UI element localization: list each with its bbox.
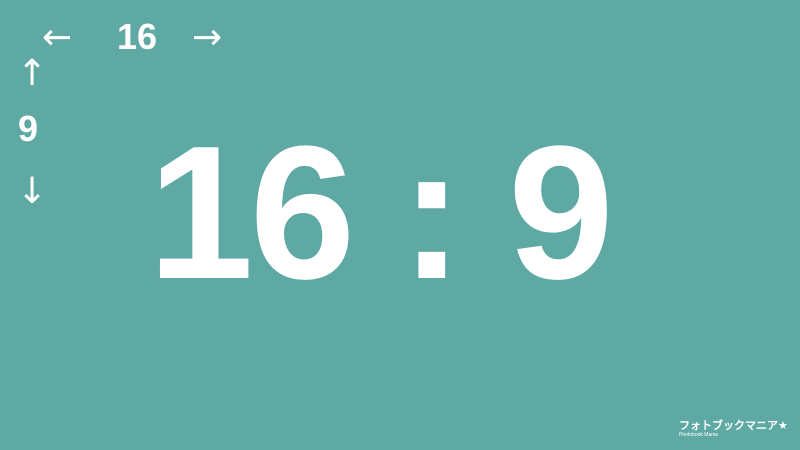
brand-logo: フォトブックマニア★ Photobook Mania: [679, 420, 788, 440]
logo-title: フォトブックマニア★: [679, 420, 788, 432]
right-arrow-icon: →: [192, 17, 223, 58]
logo-subtitle: Photobook Mania: [679, 432, 718, 438]
aspect-ratio-text: 16 : 9: [148, 107, 614, 319]
width-label: 16: [117, 16, 158, 57]
height-label: 9: [18, 108, 39, 149]
left-arrow-icon: ←: [42, 17, 73, 58]
down-arrow-icon: ↓: [17, 171, 48, 212]
up-arrow-icon: ↑: [17, 53, 48, 94]
